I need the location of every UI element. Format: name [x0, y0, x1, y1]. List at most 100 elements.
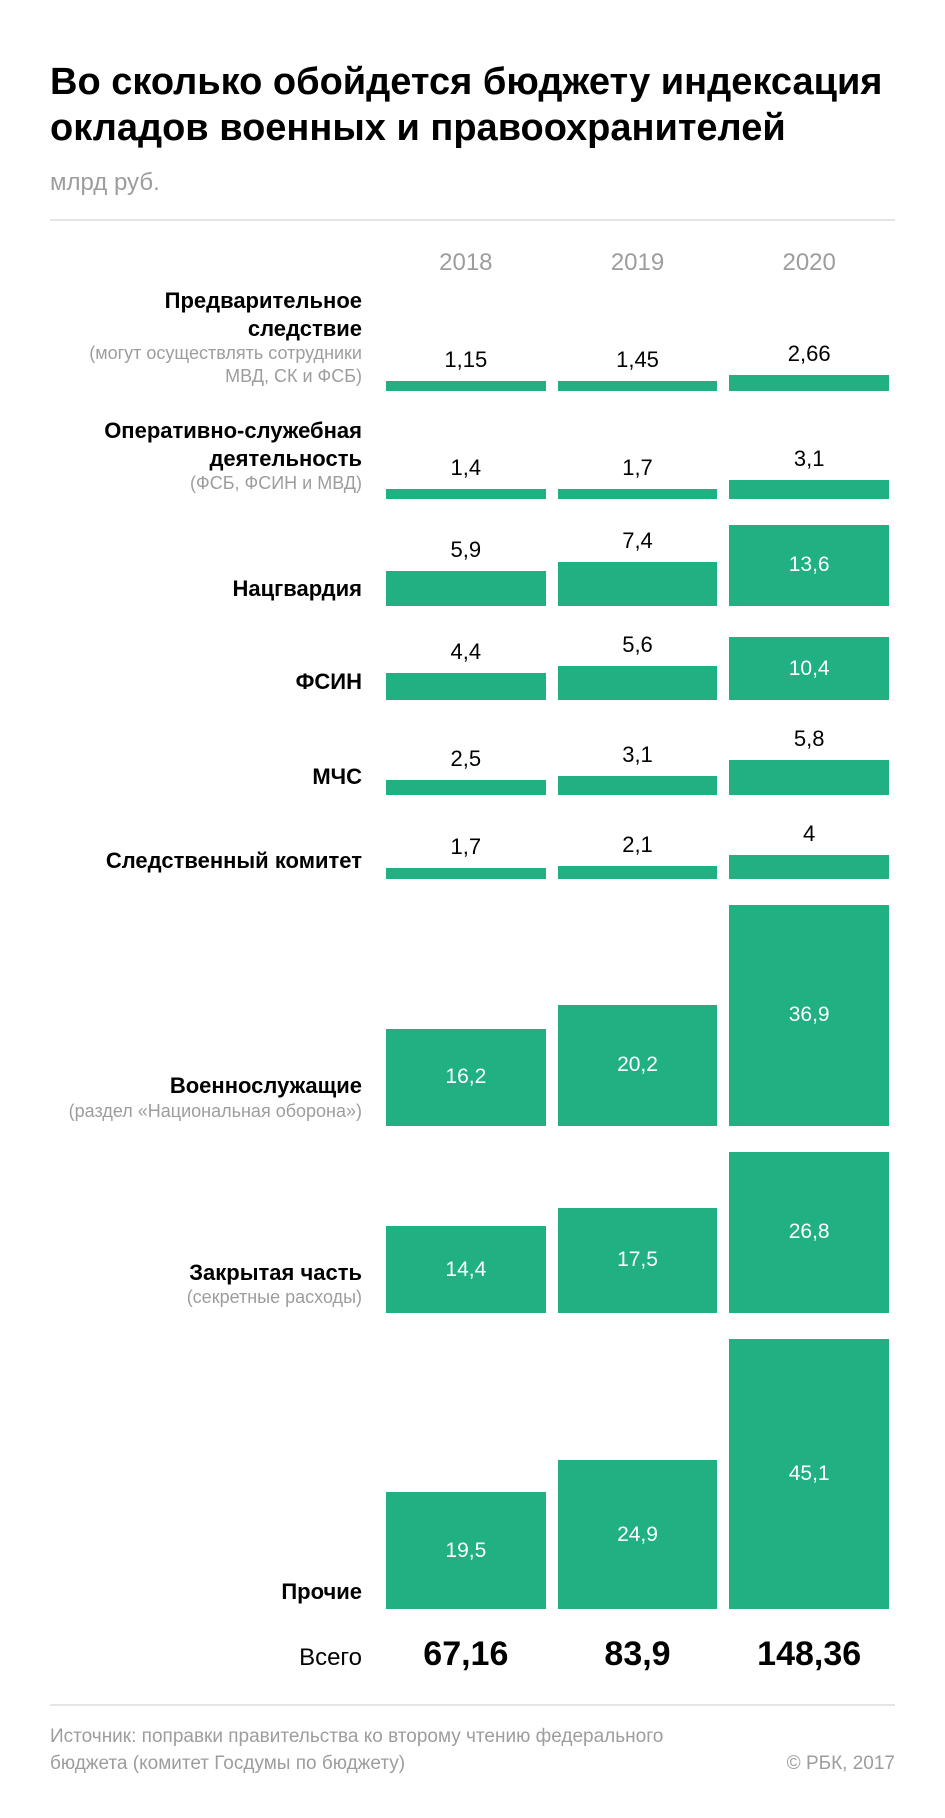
- bar-cell: 2,66: [723, 341, 895, 391]
- row-label-main: Военнослужащие: [50, 1072, 362, 1100]
- header-spacer: [50, 249, 380, 277]
- bar-cell: 1,45: [552, 347, 724, 391]
- bar-cell: 5,8: [723, 726, 895, 795]
- row-label: Оперативно-служебная деятельность(ФСБ, Ф…: [50, 417, 380, 499]
- bar: 17,5: [558, 1208, 718, 1313]
- bar-value: 1,7: [558, 455, 718, 481]
- row-label: Военнослужащие(раздел «Национальная обор…: [50, 1072, 380, 1126]
- chart-row: ФСИН 4,4 5,6 10,4: [50, 632, 895, 700]
- bar: 24,9: [558, 1460, 718, 1609]
- total-2020: 148,36: [723, 1635, 895, 1674]
- top-divider: [50, 219, 895, 221]
- bar-value: 2,1: [558, 832, 718, 858]
- bar-cell: 1,7: [380, 834, 552, 878]
- totals-label: Всего: [50, 1644, 380, 1672]
- row-label-main: ФСИН: [50, 668, 362, 696]
- bar: [558, 489, 718, 499]
- bar: 19,5: [386, 1492, 546, 1609]
- chart-title: Во сколько обойдется бюджету индексация …: [50, 60, 895, 151]
- bar: [386, 489, 546, 499]
- bar-value: 10,4: [789, 657, 830, 681]
- bar: 10,4: [729, 637, 889, 699]
- bar-cell: 24,9: [552, 1460, 724, 1609]
- bar-cell: 45,1: [723, 1339, 895, 1610]
- bar-value: 3,1: [729, 446, 889, 472]
- bar-cell: 20,2: [552, 1005, 724, 1126]
- bar: [386, 381, 546, 391]
- bar-cell: 26,8: [723, 1152, 895, 1313]
- bar-value: 4: [729, 821, 889, 847]
- bar: [386, 868, 546, 878]
- bar: [558, 562, 718, 606]
- chart-row: Оперативно-служебная деятельность(ФСБ, Ф…: [50, 417, 895, 499]
- total-2018: 67,16: [380, 1635, 552, 1674]
- bar: [729, 760, 889, 795]
- bar-value: 7,4: [558, 528, 718, 554]
- chart-subtitle: млрд руб.: [50, 169, 895, 197]
- row-label: Предварительное следствие(могут осуществ…: [50, 287, 380, 391]
- bar-cell: 7,4: [552, 528, 724, 606]
- chart-row: Нацгвардия 5,9 7,4 13,6: [50, 525, 895, 607]
- bar: [729, 375, 889, 391]
- bar-value: 1,7: [386, 834, 546, 860]
- bar-value: 26,8: [789, 1220, 830, 1244]
- bar: 20,2: [558, 1005, 718, 1126]
- chart-rows: Предварительное следствие(могут осуществ…: [50, 287, 895, 1609]
- bar-cell: 17,5: [552, 1208, 724, 1313]
- row-label-main: Закрытая часть: [50, 1259, 362, 1287]
- chart-footer: Источник: поправки правительства ко втор…: [50, 1724, 895, 1777]
- bar: 14,4: [386, 1226, 546, 1312]
- bar-cell: 13,6: [723, 525, 895, 607]
- chart-row: Следственный комитет1,72,14: [50, 821, 895, 879]
- bar-cell: 3,1: [723, 446, 895, 499]
- bar-cell: 5,9: [380, 537, 552, 606]
- bar-value: 4,4: [386, 639, 546, 665]
- bar-value: 13,6: [789, 553, 830, 577]
- row-label-main: Нацгвардия: [50, 575, 362, 603]
- bar-cell: 3,1: [552, 742, 724, 795]
- bar: 13,6: [729, 525, 889, 607]
- bar: [386, 673, 546, 699]
- bar-cell: 1,7: [552, 455, 724, 499]
- chart-row: Предварительное следствие(могут осуществ…: [50, 287, 895, 391]
- row-label-main: Предварительное следствие: [50, 287, 362, 342]
- bar-value: 20,2: [617, 1053, 658, 1077]
- bar-value: 14,4: [445, 1258, 486, 1282]
- bar-cell: 16,2: [380, 1029, 552, 1126]
- bar-cell: 2,1: [552, 832, 724, 879]
- source-text: Источник: поправки правительства ко втор…: [50, 1724, 670, 1777]
- bar-cell: 14,4: [380, 1226, 552, 1312]
- bar-value: 5,8: [729, 726, 889, 752]
- bar: 16,2: [386, 1029, 546, 1126]
- year-2020: 2020: [723, 249, 895, 277]
- bar-value: 1,45: [558, 347, 718, 373]
- bar-value: 2,5: [386, 746, 546, 772]
- bar-value: 1,15: [386, 347, 546, 373]
- bar-value: 5,6: [558, 632, 718, 658]
- bar-value: 5,9: [386, 537, 546, 563]
- total-2019: 83,9: [552, 1635, 724, 1674]
- bar-value: 24,9: [617, 1523, 658, 1547]
- bar: 26,8: [729, 1152, 889, 1313]
- bar: [558, 866, 718, 879]
- row-label: МЧС: [50, 763, 380, 795]
- row-label: Нацгвардия: [50, 575, 380, 607]
- totals-row: Всего 67,16 83,9 148,36: [50, 1635, 895, 1674]
- bar-value: 3,1: [558, 742, 718, 768]
- bar-cell: 1,15: [380, 347, 552, 391]
- bar-cell: 36,9: [723, 905, 895, 1126]
- chart-row: Военнослужащие(раздел «Национальная обор…: [50, 905, 895, 1126]
- row-label-sub: (секретные расходы): [50, 1286, 362, 1309]
- year-2018: 2018: [380, 249, 552, 277]
- bar-cell: 5,6: [552, 632, 724, 700]
- chart-row: Прочие19,524,945,1: [50, 1339, 895, 1610]
- bar-cell: 2,5: [380, 746, 552, 795]
- row-label-sub: (раздел «Национальная оборона»): [50, 1100, 362, 1123]
- bar-cell: 1,4: [380, 455, 552, 499]
- row-label-main: Оперативно-служебная деятельность: [50, 417, 362, 472]
- row-label: ФСИН: [50, 668, 380, 700]
- bar: [558, 666, 718, 700]
- bar: [558, 776, 718, 795]
- bar: [729, 480, 889, 499]
- bottom-divider: [50, 1704, 895, 1706]
